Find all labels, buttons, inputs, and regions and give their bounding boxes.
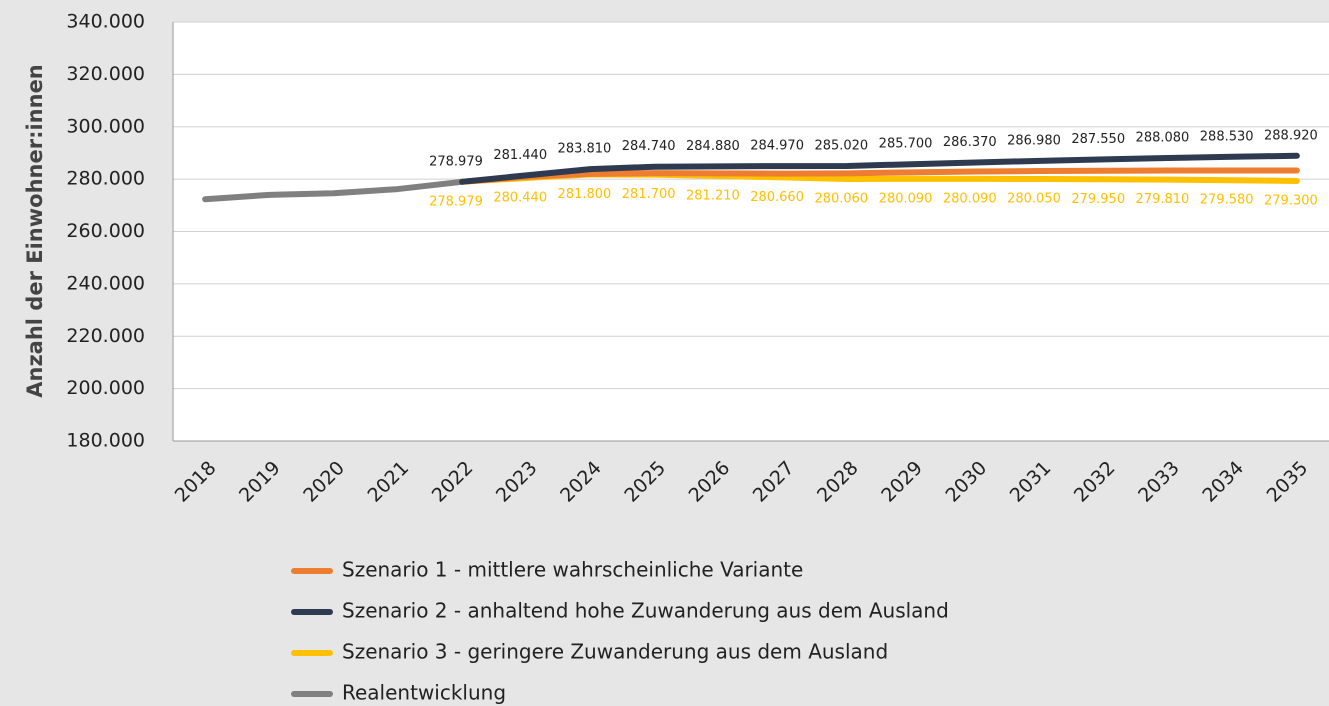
x-tick-label: 2019	[235, 457, 285, 507]
y-tick-label: 300.000	[66, 115, 145, 137]
data-label: 280.050	[1007, 191, 1061, 206]
y-tick-label: 200.000	[66, 377, 145, 399]
legend-label: Szenario 1 - mittlere wahrscheinliche Va…	[342, 558, 803, 582]
legend-label: Szenario 2 - anhaltend hohe Zuwanderung …	[342, 599, 949, 623]
x-tick-label: 2018	[171, 457, 221, 507]
y-tick-label: 240.000	[66, 272, 145, 294]
legend-label: Realentwicklung	[342, 681, 506, 705]
data-label: 281.700	[622, 187, 676, 202]
x-tick-label: 2032	[1070, 457, 1120, 507]
y-tick-label: 340.000	[66, 11, 145, 33]
legend-label: Szenario 3 - geringere Zuwanderung aus d…	[342, 640, 888, 664]
data-label: 285.020	[814, 138, 868, 153]
data-label: 280.660	[750, 190, 804, 205]
x-tick-label: 2026	[685, 457, 735, 507]
data-label: 278.979	[429, 154, 483, 169]
x-tick-label: 2024	[556, 457, 606, 507]
data-label: 283.810	[558, 142, 612, 157]
y-axis-label: Anzahl der Einwohner:innen	[23, 64, 47, 398]
x-tick-label: 2020	[299, 457, 349, 507]
data-label: 286.980	[1007, 133, 1061, 148]
y-tick-label: 280.000	[66, 168, 145, 190]
data-label: 288.080	[1136, 130, 1190, 145]
y-tick-label: 260.000	[66, 220, 145, 242]
x-tick-label: 2030	[941, 457, 991, 507]
data-label: 284.880	[686, 139, 740, 154]
data-label: 280.440	[493, 190, 547, 205]
x-tick-label: 2031	[1006, 457, 1056, 507]
data-label: 279.950	[1071, 192, 1125, 207]
x-tick-label: 2034	[1198, 457, 1248, 507]
x-tick-label: 2033	[1134, 457, 1184, 507]
data-label: 278.979	[429, 194, 483, 209]
x-tick-label: 2035	[1263, 457, 1313, 507]
data-label: 279.810	[1136, 192, 1190, 207]
series-line	[202, 178, 465, 203]
y-tick-label: 180.000	[66, 430, 145, 452]
x-tick-label: 2027	[749, 457, 799, 507]
data-label: 284.970	[750, 139, 804, 154]
data-label: 281.800	[558, 187, 612, 202]
data-label: 280.090	[943, 191, 997, 206]
data-label: 281.440	[493, 148, 547, 163]
x-tick-label: 2028	[813, 457, 863, 507]
x-tick-label: 2021	[363, 457, 413, 507]
x-tick-label: 2022	[428, 457, 478, 507]
x-tick-label: 2023	[492, 457, 542, 507]
series-line	[459, 167, 1300, 185]
data-label: 280.090	[879, 191, 933, 206]
series-line	[459, 152, 1300, 185]
y-tick-label: 320.000	[66, 63, 145, 85]
data-label: 288.530	[1200, 129, 1254, 144]
data-label: 281.210	[686, 188, 740, 203]
data-label: 286.370	[943, 135, 997, 150]
data-label: 279.580	[1200, 193, 1254, 208]
data-label: 287.550	[1071, 132, 1125, 147]
data-label: 284.740	[622, 139, 676, 154]
x-tick-label: 2025	[620, 457, 670, 507]
y-tick-label: 220.000	[66, 325, 145, 347]
data-label: 279.300	[1264, 193, 1318, 208]
data-label: 280.060	[814, 191, 868, 206]
data-label: 285.700	[879, 137, 933, 152]
x-tick-label: 2029	[877, 457, 927, 507]
data-label: 288.920	[1264, 128, 1318, 143]
